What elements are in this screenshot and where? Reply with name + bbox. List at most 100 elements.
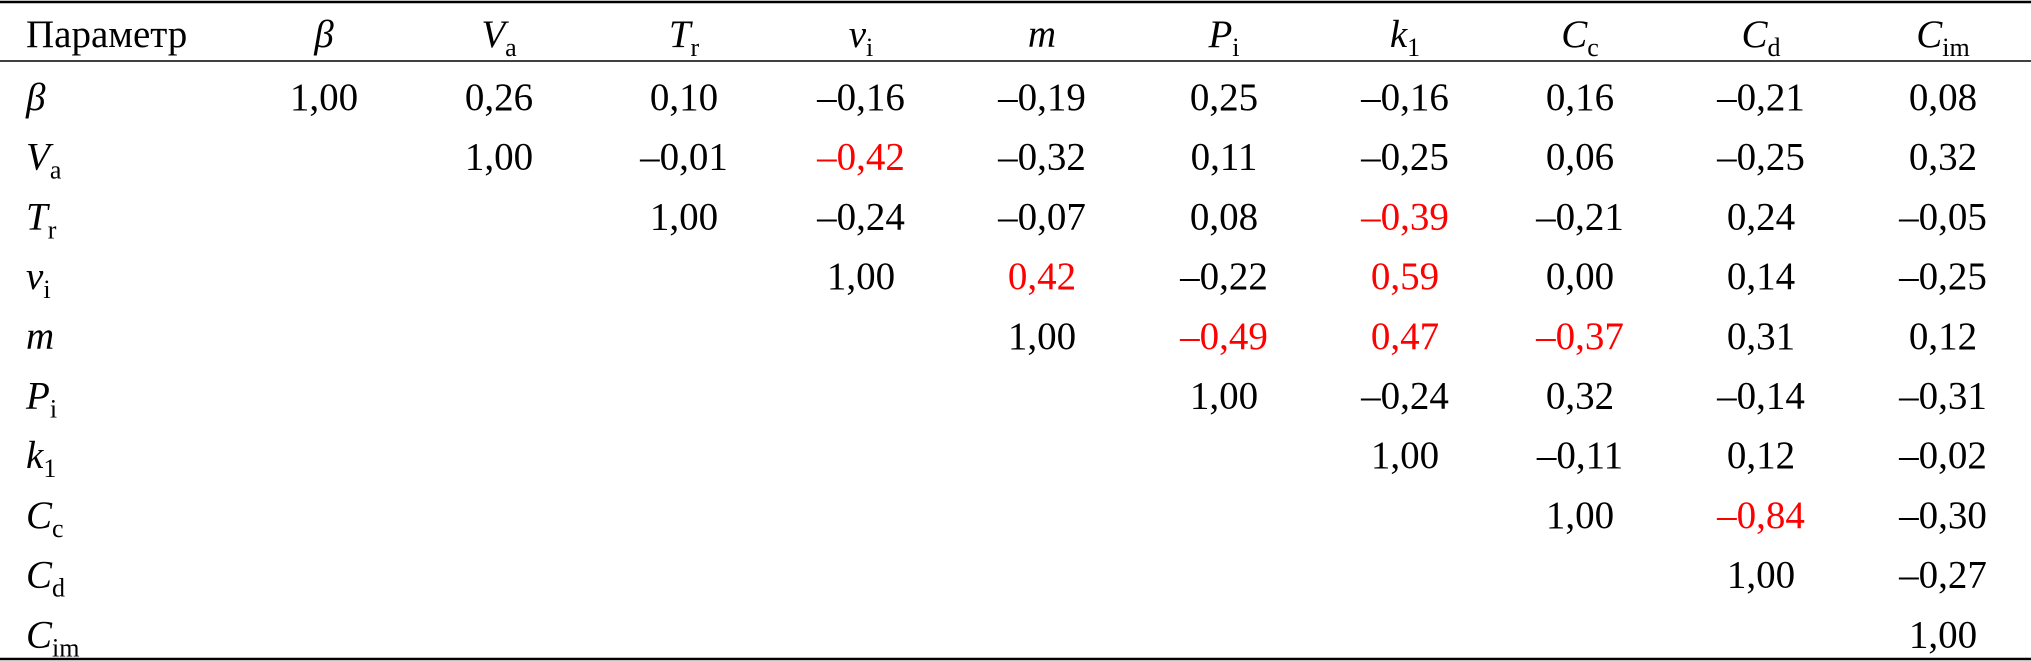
cell-value: 1,00 <box>1727 554 1795 597</box>
column-header: Pi <box>1207 13 1239 62</box>
cell-value: 0,06 <box>1546 136 1614 179</box>
cell-value: 0,42 <box>1008 255 1076 298</box>
row-label-symbol: k <box>26 434 44 477</box>
row-label: Cc <box>26 494 64 543</box>
cell-value: 0,25 <box>1190 76 1258 119</box>
column-header-symbol: T <box>669 13 693 56</box>
column-header-symbol: C <box>1916 13 1943 56</box>
column-header-symbol: C <box>1561 13 1588 56</box>
row-label: β <box>25 76 46 119</box>
cell-value: –0,37 <box>1535 315 1624 358</box>
cell-value: 1,00 <box>1008 315 1076 358</box>
cell-value: –0,27 <box>1898 554 1987 597</box>
row-label-symbol: V <box>26 136 54 179</box>
column-header: m <box>1028 13 1056 56</box>
cell-value: –0,19 <box>997 76 1086 119</box>
cell-value: 1,00 <box>1546 494 1614 537</box>
cell-value: –0,84 <box>1716 494 1805 537</box>
cell-value: 0,59 <box>1371 255 1439 298</box>
column-header: vi <box>849 13 874 62</box>
row-label-subscript: d <box>52 574 65 603</box>
cell-value: 0,31 <box>1727 315 1795 358</box>
row-label-symbol: C <box>26 554 53 597</box>
column-header-symbol: β <box>313 13 334 56</box>
row-label: Tr <box>26 195 57 244</box>
cell-value: –0,21 <box>1716 76 1805 119</box>
row-label-symbol: β <box>25 76 46 119</box>
row-label: Cim <box>26 613 79 661</box>
cell-value: 1,00 <box>1909 613 1977 656</box>
cell-value: –0,42 <box>816 136 905 179</box>
column-header: Va <box>481 13 517 62</box>
row-label-subscript: i <box>50 395 57 424</box>
cell-value: –0,25 <box>1898 255 1987 298</box>
cell-value: –0,16 <box>816 76 905 119</box>
column-header-symbol: V <box>481 13 509 56</box>
cell-value: –0,32 <box>997 136 1086 179</box>
column-header: Cd <box>1741 13 1780 62</box>
cell-value: –0,49 <box>1179 315 1268 358</box>
column-header: Cc <box>1561 13 1599 62</box>
row-label-subscript: i <box>43 275 50 304</box>
cell-value: –0,24 <box>1360 375 1449 418</box>
column-header: Cim <box>1916 13 1969 62</box>
cell-value: 0,47 <box>1371 315 1439 358</box>
column-header: Tr <box>669 13 700 62</box>
row-label: k1 <box>26 434 56 483</box>
cell-value: 0,16 <box>1546 76 1614 119</box>
row-label-subscript: im <box>52 633 79 661</box>
cell-value: 0,11 <box>1191 136 1258 179</box>
cell-value: –0,25 <box>1716 136 1805 179</box>
column-header-symbol: C <box>1741 13 1768 56</box>
column-header-subscript: i <box>1232 33 1239 62</box>
cell-value: –0,22 <box>1179 255 1268 298</box>
row-label-subscript: 1 <box>43 454 56 483</box>
row-label: vi <box>26 255 51 304</box>
column-header-subscript: c <box>1587 33 1599 62</box>
row-label: m <box>26 315 54 358</box>
column-header: β <box>313 13 334 56</box>
column-header-subscript: 1 <box>1407 33 1420 62</box>
cell-value: 1,00 <box>290 76 358 119</box>
header-first: Параметр <box>26 13 187 56</box>
row-label-subscript: r <box>48 215 57 244</box>
cell-value: –0,31 <box>1898 375 1987 418</box>
row-label: Pi <box>25 375 57 424</box>
row-label-symbol: T <box>26 195 50 238</box>
cell-value: 0,32 <box>1909 136 1977 179</box>
row-label-symbol: v <box>26 255 44 298</box>
row-label: Cd <box>26 554 65 603</box>
row-label-symbol: P <box>25 375 50 418</box>
column-header-symbol: v <box>849 13 867 56</box>
cell-value: –0,30 <box>1898 494 1987 537</box>
column-header-subscript: d <box>1768 33 1781 62</box>
row-label: Va <box>26 136 62 185</box>
cell-value: 0,10 <box>650 76 718 119</box>
row-label-symbol: C <box>26 494 53 537</box>
cell-value: –0,05 <box>1898 195 1987 238</box>
cell-value: –0,21 <box>1535 195 1624 238</box>
cell-value: –0,07 <box>997 195 1086 238</box>
cell-value: 0,12 <box>1909 315 1977 358</box>
row-label-symbol: C <box>26 613 53 656</box>
column-header: k1 <box>1390 13 1420 62</box>
cell-value: 0,14 <box>1727 255 1795 298</box>
cell-value: 1,00 <box>827 255 895 298</box>
cell-value: –0,14 <box>1716 375 1805 418</box>
cell-value: 0,24 <box>1727 195 1795 238</box>
row-label-symbol: m <box>26 315 54 358</box>
cell-value: 0,00 <box>1546 255 1614 298</box>
cell-value: 0,32 <box>1546 375 1614 418</box>
column-header-symbol: k <box>1390 13 1408 56</box>
cell-value: –0,24 <box>816 195 905 238</box>
cell-value: 1,00 <box>650 195 718 238</box>
column-header-symbol: P <box>1207 13 1232 56</box>
cell-value: 0,08 <box>1909 76 1977 119</box>
cell-value: 1,00 <box>465 136 533 179</box>
cell-value: –0,11 <box>1536 434 1623 477</box>
column-header-symbol: m <box>1028 13 1056 56</box>
cell-value: 1,00 <box>1190 375 1258 418</box>
column-header-subscript: im <box>1942 33 1969 62</box>
